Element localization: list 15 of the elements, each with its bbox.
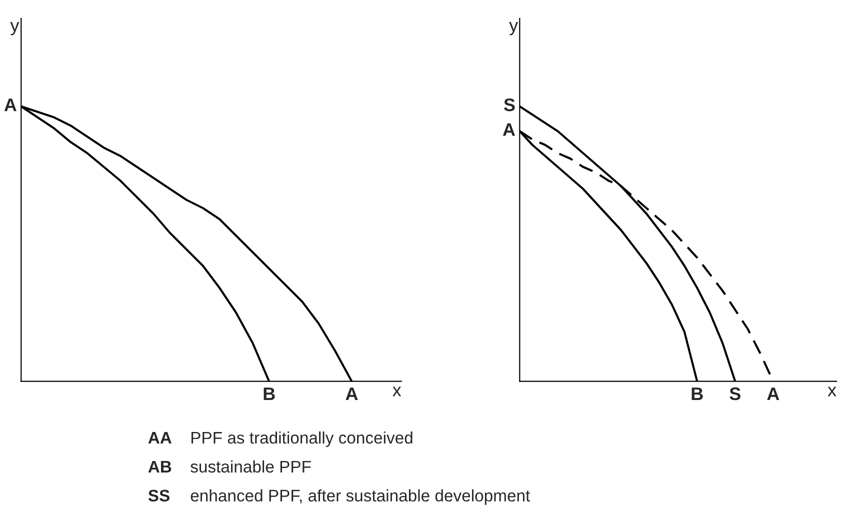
x-axis-title: x [392,386,402,396]
text: A [502,123,516,136]
x-tick-label: B [692,388,703,400]
x-tick-label: A [767,388,780,400]
y-axis-title: y [509,22,518,36]
y-axis-title: y [10,22,20,36]
text: AA PPF as traditionally conceived [148,431,412,447]
text: SS enhanced PPF, after sustainable development [148,489,530,505]
x-tick-label: B [264,388,275,400]
text: S [504,98,515,112]
x-axis-title: x [828,386,836,396]
text: A [4,98,16,112]
x-tick-label: A [346,388,358,400]
x-tick-label: S [730,387,740,400]
text: AB sustainable PPF [148,460,311,473]
